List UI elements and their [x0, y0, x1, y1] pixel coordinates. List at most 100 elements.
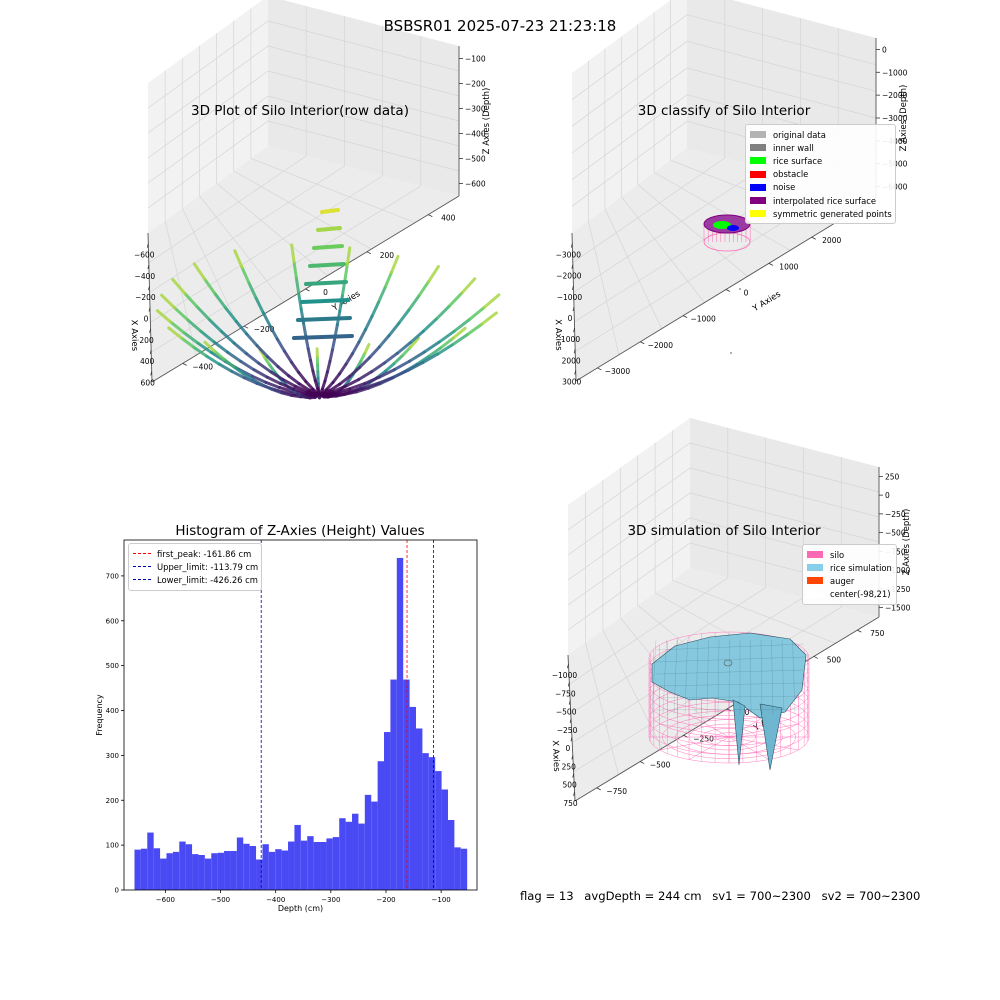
raw-point-arc — [245, 332, 259, 348]
raw-point-arc — [260, 383, 274, 391]
raw-y-tick — [366, 251, 372, 255]
raw-y-tick — [305, 288, 310, 292]
sv2-text: sv2 = 700~2300 — [821, 889, 921, 903]
raw-point-arc — [323, 370, 329, 383]
histogram-bar — [185, 844, 193, 890]
legend-swatch — [750, 144, 766, 152]
histogram-bar — [230, 850, 237, 890]
sim-rice-mesh-line — [706, 639, 709, 715]
raw-point-arc — [257, 361, 273, 374]
classify-x-tick-label: 0 — [568, 314, 573, 323]
sim-silo-floor-line — [728, 736, 770, 760]
raw-point-arc — [241, 372, 255, 382]
classify-x-tick-label: 1000 — [561, 335, 580, 344]
classify-plot-title: 3D classify of Silo Interior — [637, 103, 811, 119]
raw-z-tick-label: −400 — [465, 130, 486, 139]
raw-z-tick-label: −200 — [465, 80, 486, 89]
raw-point-arc — [311, 369, 317, 383]
raw-point-arc — [407, 294, 421, 312]
classify-z-tick-label: −1000 — [882, 68, 908, 77]
raw-point-arc — [290, 243, 296, 264]
raw-point-arc — [382, 351, 399, 365]
raw-point-arc — [196, 341, 214, 355]
sim-z-tick-label: −1000 — [885, 566, 911, 575]
raw-point-arc — [325, 359, 332, 374]
raw-x-tick-label: −200 — [135, 293, 156, 302]
raw-point-arc — [377, 375, 395, 385]
raw-point-arc — [276, 365, 291, 378]
raw-point-arc — [378, 368, 397, 379]
histogram-x-tick-label: −500 — [211, 896, 230, 904]
raw-point-arc — [155, 309, 173, 324]
raw-x-tick — [148, 307, 151, 312]
legend-label: auger — [830, 575, 855, 586]
legend-label: center(-98,21) — [830, 589, 891, 600]
legend-item: symmetric generated points — [750, 207, 892, 220]
sim-x-tick — [569, 718, 572, 723]
classify-x-tick-label: 2000 — [562, 356, 581, 365]
legend-line — [133, 553, 151, 555]
raw-y-tick — [243, 325, 249, 329]
legend-label: inner wall — [773, 142, 814, 153]
raw-point-arc — [348, 382, 367, 391]
raw-point-arc — [348, 366, 361, 378]
classify-y-tick-label: −2000 — [648, 341, 674, 350]
raw-point-arc — [437, 329, 456, 344]
classify-rice-surface-points — [713, 221, 731, 229]
sim-y-tick — [596, 787, 601, 791]
raw-point-arc — [305, 391, 322, 397]
sim-rice-mesh-line — [771, 639, 774, 715]
histogram-bar — [160, 858, 167, 890]
sim-rice-mesh-line — [655, 682, 805, 687]
raw-point-arc — [195, 305, 212, 322]
raw-point-arc — [297, 382, 312, 392]
sim-x-tick-label: 500 — [563, 781, 578, 790]
histogram-bar — [320, 841, 327, 890]
histogram-bar — [166, 853, 173, 890]
raw-point-arc — [467, 306, 486, 322]
legend-swatch — [750, 210, 766, 218]
raw-point-arc — [160, 293, 177, 310]
histogram-bar — [140, 848, 148, 890]
sim-rice-mesh-line — [750, 639, 752, 715]
histogram-axes: −600 −500 −400 −300 −200 −100 0 100 200 300 400 500… — [95, 539, 478, 913]
raw-point-arc — [376, 286, 387, 304]
raw-point-arc — [269, 370, 285, 382]
raw-point-arc — [247, 281, 258, 300]
raw-point-arc — [439, 336, 455, 350]
legend-item: rice simulation — [807, 561, 892, 574]
classify-z-tick-label: −2000 — [882, 91, 908, 100]
raw-point-arc — [300, 298, 350, 304]
sim-rice-mesh-line — [792, 639, 796, 715]
raw-point-arc — [182, 331, 200, 345]
raw-point-arc — [427, 346, 443, 358]
histogram-x-tick-label: −400 — [266, 896, 285, 904]
raw-point-arc — [357, 356, 371, 370]
legend-swatch — [807, 577, 823, 585]
raw-y-tick-label: 400 — [441, 214, 456, 223]
raw-point-arc — [270, 387, 284, 395]
raw-floor-pane — [148, 146, 459, 382]
legend-label: rice simulation — [830, 562, 892, 573]
classify-x-tick-label: 3000 — [562, 377, 581, 386]
histogram-title: Histogram of Z-Axies (Height) Values — [175, 523, 425, 539]
raw-point-arc — [203, 277, 217, 296]
sim-y-tick-label: 0 — [745, 708, 750, 717]
histogram-bar — [435, 771, 442, 890]
histogram-bar — [371, 801, 378, 890]
raw-point-arc — [244, 352, 261, 365]
raw-point-arc — [265, 375, 282, 386]
raw-point-arc — [239, 359, 256, 372]
classify-x-tick-label: −2000 — [556, 272, 582, 281]
sim-y-tick — [813, 656, 819, 659]
classify-legend: original data inner wall rice surface obsta… — [745, 124, 896, 225]
raw-point-arc — [169, 320, 186, 335]
histogram-bar — [390, 679, 397, 890]
raw-point-arc — [264, 380, 281, 389]
raw-x-tick-label: −400 — [135, 272, 156, 281]
classify-y-tick — [682, 315, 688, 319]
raw-point-arc — [331, 384, 348, 394]
histogram-bar — [256, 859, 263, 890]
raw-point-arc — [392, 354, 404, 366]
